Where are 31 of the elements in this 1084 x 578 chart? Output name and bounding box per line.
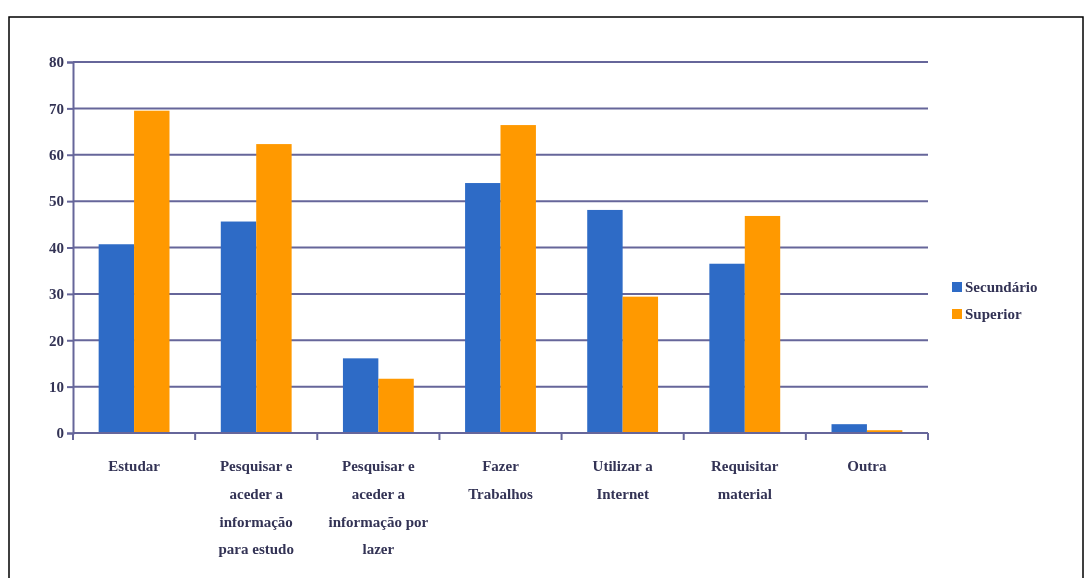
x-tick-label: Estudar <box>108 458 161 474</box>
bar <box>831 424 867 433</box>
x-tick-label: Pesquisar e aceder a informação por lazer <box>328 458 429 558</box>
y-tick-label: 60 <box>49 147 64 164</box>
bar <box>500 125 536 433</box>
x-tick-label: Fazer Trabalhos <box>468 458 534 502</box>
y-tick-label: 50 <box>49 193 64 210</box>
y-tick-label: 0 <box>56 425 64 442</box>
legend-label: Superior <box>965 306 1023 322</box>
bar <box>622 296 659 433</box>
x-tick-label: Requisitar material <box>711 458 779 502</box>
bar <box>342 358 379 433</box>
bar <box>256 144 292 433</box>
y-tick-label: 40 <box>49 239 64 256</box>
bar <box>98 244 135 433</box>
y-tick-label: 30 <box>49 286 64 303</box>
y-tick-label: 10 <box>49 378 64 395</box>
bar <box>465 183 501 433</box>
x-tick-label: Utilizar a Internet <box>592 458 654 502</box>
y-tick-label: 20 <box>49 332 64 349</box>
legend-label: Secundário <box>965 279 1038 295</box>
y-tick-label: 80 <box>49 54 64 71</box>
bar <box>378 378 414 433</box>
bar <box>709 263 745 433</box>
bar <box>220 221 257 433</box>
y-tick-label: 70 <box>49 100 64 117</box>
x-tick-label: Outra <box>847 458 888 474</box>
bar <box>587 209 623 433</box>
bar <box>134 110 170 433</box>
bar <box>744 215 781 433</box>
x-tick-label: Pesquisar e aceder a informação para estudo <box>218 458 294 558</box>
